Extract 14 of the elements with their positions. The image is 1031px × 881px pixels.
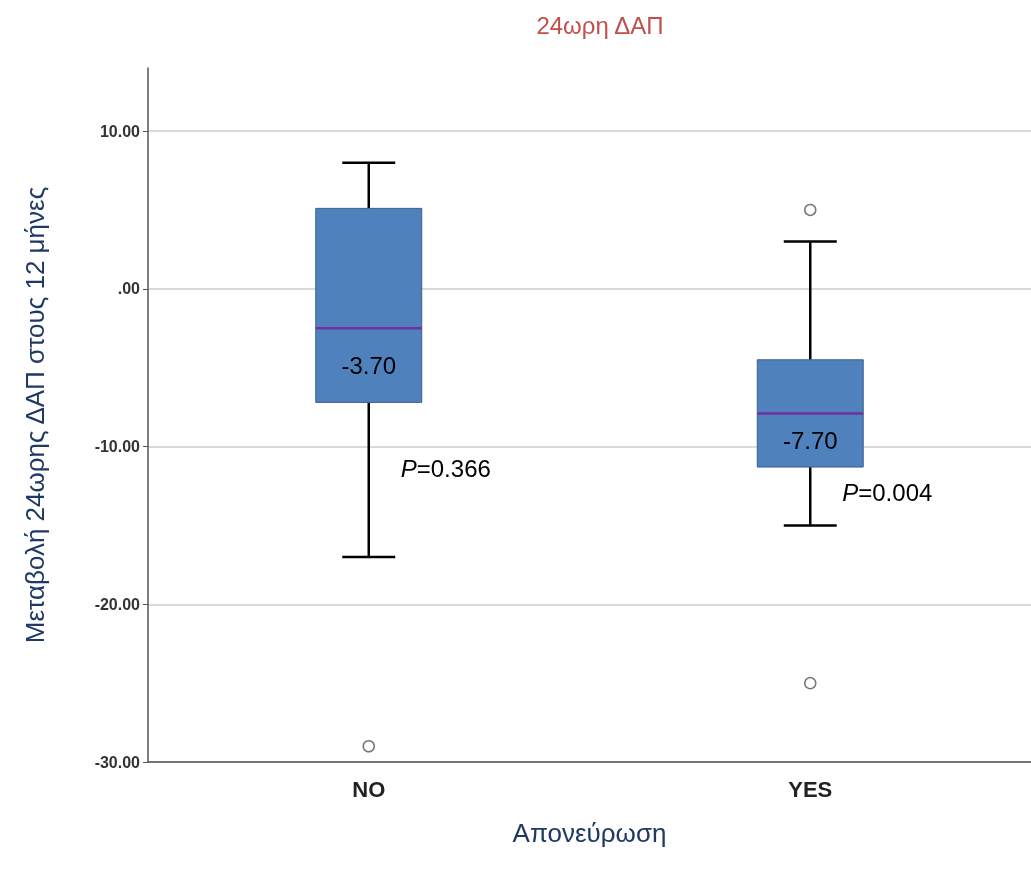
x-tick-label: NO: [352, 776, 386, 802]
y-tick-label: -30.00: [94, 753, 141, 771]
y-tick-label: -10.00: [94, 438, 141, 456]
y-tick-label: -20.00: [94, 595, 141, 613]
y-tick-label: .00: [117, 280, 141, 298]
y-tick-label: 10.00: [99, 122, 141, 140]
annotation: P=0.366: [400, 455, 491, 483]
y-axis-title: Μεταβολή 24ωρης ΔΑΠ στους 12 μήνες: [20, 186, 50, 644]
annotation: -7.70: [782, 426, 838, 454]
x-tick-label: YES: [788, 776, 833, 802]
annotation: P=0.004: [842, 478, 933, 506]
chart-title: 24ωρη ΔΑΠ: [536, 11, 664, 39]
x-axis-title: Απονεύρωση: [512, 818, 667, 848]
annotation: -3.70: [341, 351, 397, 379]
